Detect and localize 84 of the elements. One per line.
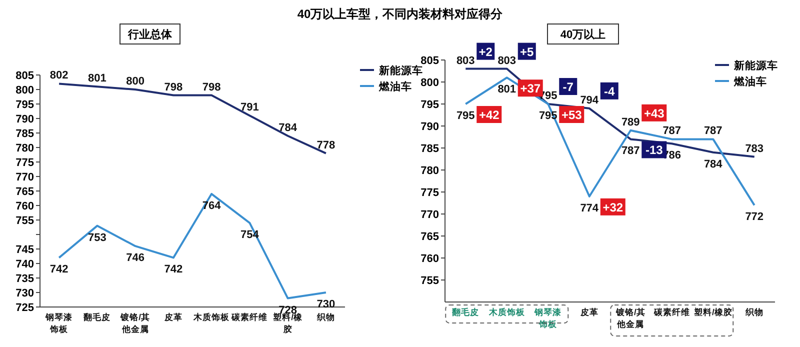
y-tick-label: 760 bbox=[16, 200, 34, 212]
data-label: 774 bbox=[580, 202, 600, 214]
y-tick-label: 725 bbox=[16, 302, 34, 314]
data-label: 772 bbox=[745, 211, 764, 224]
chart-subtitle: 行业总体 bbox=[127, 28, 173, 41]
data-label: 742 bbox=[50, 264, 68, 276]
annotation: +42 bbox=[478, 108, 500, 122]
data-label: 787 bbox=[621, 145, 640, 158]
x-tick-label: 镀铬/其他金属 bbox=[614, 307, 646, 329]
data-label: 803 bbox=[498, 54, 516, 67]
annotation: -7 bbox=[562, 80, 574, 94]
y-tick-label: 745 bbox=[16, 244, 34, 256]
annotation: +32 bbox=[602, 200, 624, 214]
annotation: +53 bbox=[561, 108, 582, 122]
x-tick-label: 皮革 bbox=[579, 307, 598, 317]
data-label: 791 bbox=[240, 102, 259, 114]
y-tick-label: 775 bbox=[420, 187, 439, 199]
data-label: 798 bbox=[202, 81, 221, 94]
data-label: 784 bbox=[704, 158, 724, 170]
data-label: 787 bbox=[662, 125, 682, 138]
y-tick-label: 805 bbox=[16, 70, 34, 82]
x-tick-label: 翻毛皮 bbox=[82, 312, 111, 322]
data-label: 753 bbox=[88, 232, 106, 244]
x-tick-label: 木质饰板 bbox=[488, 307, 526, 317]
legend-label: 新能源车 bbox=[378, 64, 423, 77]
data-label: 802 bbox=[50, 70, 68, 82]
y-tick-label: 755 bbox=[16, 215, 34, 227]
data-label: 800 bbox=[126, 76, 144, 88]
annotation: +43 bbox=[644, 106, 665, 120]
x-tick-label: 镀铬/其他金属 bbox=[120, 312, 150, 334]
y-tick-label: 800 bbox=[16, 84, 34, 96]
annotation: -4 bbox=[604, 84, 616, 98]
y-tick-label: 780 bbox=[420, 165, 439, 177]
x-tick-label: 碳素纤维 bbox=[230, 312, 268, 322]
y-tick-label: 760 bbox=[420, 253, 439, 265]
legend-label: 新能源车 bbox=[733, 59, 778, 72]
y-tick-label: 795 bbox=[16, 99, 34, 111]
x-tick-label: 织物 bbox=[316, 312, 335, 322]
chart-subtitle: 40万以上 bbox=[560, 28, 606, 41]
x-tick-label: 皮革 bbox=[163, 312, 182, 322]
y-tick-label: 805 bbox=[420, 55, 439, 67]
y-tick-label: 735 bbox=[16, 273, 34, 285]
y-tick-label: 775 bbox=[16, 157, 34, 169]
y-tick-label: 785 bbox=[420, 143, 439, 155]
y-tick-label: 755 bbox=[420, 275, 439, 287]
y-tick-label: 785 bbox=[16, 128, 34, 140]
data-label: 789 bbox=[621, 116, 640, 128]
data-label: 803 bbox=[456, 54, 475, 67]
x-tick-label: 碳素纤维 bbox=[652, 307, 690, 317]
y-tick-label: 770 bbox=[420, 209, 439, 221]
data-label: 795 bbox=[456, 110, 475, 122]
annotation: +5 bbox=[520, 44, 534, 59]
y-tick-label: 795 bbox=[420, 99, 439, 111]
y-tick-label: 730 bbox=[16, 288, 34, 300]
legend-label: 燃油车 bbox=[378, 80, 412, 93]
data-label: 746 bbox=[126, 252, 144, 264]
data-label: 783 bbox=[745, 142, 764, 155]
x-tick-label: 塑料/橡胶 bbox=[692, 307, 732, 317]
x-tick-label: 钢琴漆饰板 bbox=[44, 312, 73, 334]
annotation: +37 bbox=[520, 82, 541, 96]
text: 40万以上车型，不同内装材料对应得分 bbox=[297, 7, 504, 21]
annotation: +2 bbox=[478, 44, 493, 59]
data-label: 794 bbox=[580, 94, 600, 106]
legend-label: 燃油车 bbox=[733, 75, 767, 88]
data-label: 778 bbox=[316, 139, 336, 152]
x-tick-label: 木质饰板 bbox=[192, 312, 231, 322]
data-label: 801 bbox=[498, 84, 516, 96]
y-tick-label: 790 bbox=[16, 114, 34, 126]
y-tick-label: 765 bbox=[16, 186, 34, 198]
y-tick-label: 770 bbox=[16, 172, 34, 184]
x-tick-label: 织物 bbox=[744, 307, 764, 317]
data-label: 798 bbox=[164, 81, 183, 94]
data-label: 784 bbox=[278, 122, 298, 134]
x-tick-label: 塑料/橡胶 bbox=[272, 312, 304, 334]
y-tick-label: 800 bbox=[420, 77, 439, 89]
y-tick-label: 780 bbox=[16, 142, 34, 154]
data-label: 801 bbox=[88, 72, 106, 85]
y-tick-label: 790 bbox=[420, 121, 439, 133]
x-tick-label: 翻毛皮 bbox=[451, 307, 480, 317]
data-label: 742 bbox=[164, 264, 183, 276]
y-tick-label: 765 bbox=[420, 231, 439, 243]
annotation: -13 bbox=[645, 143, 664, 158]
data-label: 787 bbox=[704, 125, 722, 138]
y-tick-label: 740 bbox=[16, 258, 34, 270]
